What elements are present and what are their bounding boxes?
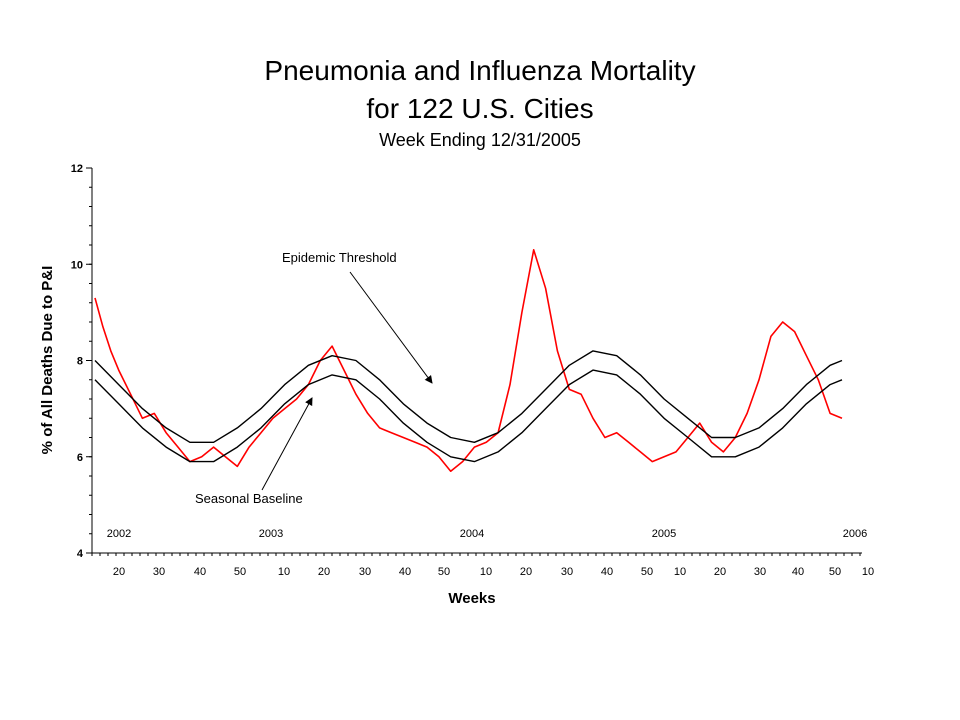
year-label: 2002: [107, 528, 131, 540]
x-tick-label: 20: [318, 566, 330, 578]
x-tick-label: 20: [714, 566, 726, 578]
y-tick-label: 4: [77, 548, 84, 560]
x-tick-label: 20: [113, 566, 125, 578]
y-axis-title: % of All Deaths Due to P&I: [39, 266, 56, 455]
series-line-seasonal-baseline: [94, 369, 843, 463]
x-tick-label: 30: [359, 566, 371, 578]
chart-axes: 4 6 8 10 12 20 30 40 50 10 20 30 40 50 10 20 30 40 50 10 20 3…: [71, 163, 874, 578]
x-tick-label: 30: [153, 566, 165, 578]
x-tick-label: 50: [234, 566, 246, 578]
year-label: 2004: [460, 528, 484, 540]
annotation-arrow: [261, 397, 313, 491]
year-label: 2003: [259, 528, 283, 540]
x-tick-label: 30: [754, 566, 766, 578]
series-line-epidemic-threshold: [94, 350, 843, 443]
x-tick-label: 10: [480, 566, 492, 578]
y-tick-label: 10: [71, 259, 83, 271]
chart-annotations: Epidemic Threshold Seasonal Baseline: [195, 250, 433, 506]
x-tick-label: 10: [862, 566, 874, 578]
x-axis-title: Weeks: [448, 590, 495, 607]
x-tick-label: 40: [399, 566, 411, 578]
x-tick-label: 40: [792, 566, 804, 578]
x-tick-label: 20: [520, 566, 532, 578]
x-tick-label: 10: [278, 566, 290, 578]
y-tick-label: 6: [77, 452, 83, 464]
chart-title-line2: for 122 U.S. Cities: [366, 93, 593, 124]
x-tick-label: 40: [194, 566, 206, 578]
annotation-label: Epidemic Threshold: [282, 250, 397, 265]
x-tick-label: 50: [641, 566, 653, 578]
year-label: 2006: [843, 528, 867, 540]
y-tick-label: 8: [77, 356, 83, 368]
chart-subtitle: Week Ending 12/31/2005: [379, 130, 581, 150]
series-line-observed: [94, 249, 843, 473]
annotation-arrow: [349, 271, 433, 384]
chart-series: [94, 249, 843, 473]
x-tick-label: 30: [561, 566, 573, 578]
year-label: 2005: [652, 528, 676, 540]
chart-title: Pneumonia and Influenza Mortality: [264, 55, 695, 86]
annotation-label: Seasonal Baseline: [195, 491, 303, 506]
x-tick-label: 40: [601, 566, 613, 578]
x-tick-label: 50: [438, 566, 450, 578]
x-tick-label: 50: [829, 566, 841, 578]
x-tick-label: 10: [674, 566, 686, 578]
y-tick-label: 12: [71, 163, 83, 175]
